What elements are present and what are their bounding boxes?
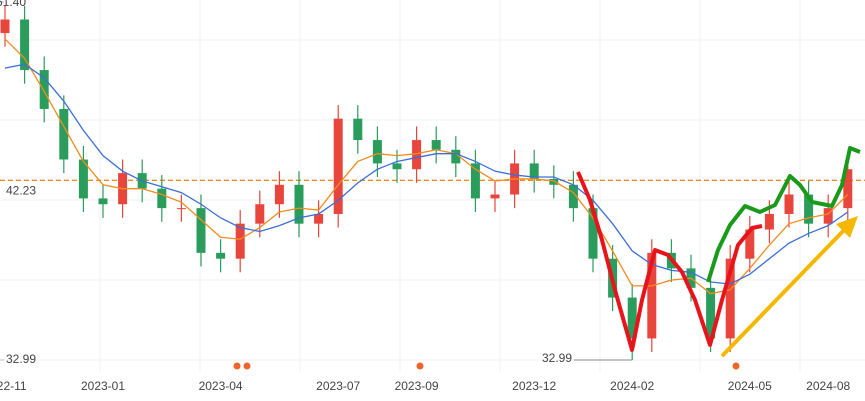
candle-body	[294, 184, 304, 224]
candle-body	[529, 163, 539, 179]
candle-body	[588, 208, 598, 259]
x-tick-label: 2024-08	[806, 379, 850, 393]
candle-body	[804, 194, 814, 224]
candle-body	[490, 194, 500, 199]
candle-body	[98, 198, 108, 205]
candle-body	[59, 108, 69, 160]
candle-body	[196, 208, 206, 253]
y-tick-label: 32.99	[6, 352, 36, 366]
candle-body	[39, 70, 49, 109]
x-tick-label: 2023-01	[81, 379, 125, 393]
candle-body	[274, 184, 284, 205]
candle-body	[843, 169, 853, 209]
labels: 51.40 32.99 42.23 32.99 2022-11 2023-01 2023-0…	[0, 0, 851, 393]
x-tick-label: 2024-05	[728, 379, 772, 393]
candle-body	[157, 188, 167, 209]
candle-body	[314, 213, 324, 224]
x-tick-label: 2023-09	[395, 379, 439, 393]
candle-body	[706, 287, 716, 339]
candle-body	[784, 194, 794, 214]
y-tick-label: 51.40	[0, 0, 26, 9]
candle-body	[470, 163, 480, 199]
candle-body	[216, 252, 226, 259]
grid	[0, 0, 865, 372]
moving-average	[4, 38, 849, 295]
candle-body	[255, 204, 265, 224]
candle-body	[823, 208, 833, 224]
overlays	[233, 146, 861, 370]
candle-body	[392, 163, 402, 170]
candle-body	[78, 159, 88, 199]
candle-body	[627, 297, 637, 339]
arrow-head	[836, 216, 858, 238]
candle-body	[20, 19, 30, 71]
candle-body	[764, 213, 774, 230]
event-dot	[233, 362, 241, 370]
candle-body	[745, 229, 755, 259]
x-tick-label: 2022-11	[0, 379, 27, 393]
candles	[0, 5, 853, 360]
candle-body	[0, 19, 10, 34]
candle-body	[647, 252, 657, 339]
candle-body	[431, 140, 441, 150]
candle-body	[176, 208, 186, 210]
x-tick-label: 2023-04	[199, 379, 243, 393]
candle-body	[412, 140, 422, 170]
x-tick-label: 2023-12	[512, 379, 556, 393]
candle-body	[451, 149, 461, 164]
annotation-red	[576, 171, 763, 352]
low-label: 32.99	[542, 351, 572, 365]
annotation-arrow	[720, 224, 850, 358]
candle-body	[333, 118, 343, 214]
candle-body	[235, 223, 245, 259]
candle-body	[568, 184, 578, 209]
candle-body	[353, 118, 363, 141]
event-dot	[732, 362, 740, 370]
candle-body	[549, 178, 559, 185]
event-dot	[416, 362, 424, 370]
x-tick-label: 2024-02	[610, 379, 654, 393]
x-tick-label: 2023-07	[316, 379, 360, 393]
annotation-green	[706, 146, 861, 283]
moving-average	[4, 63, 849, 285]
event-dot	[243, 362, 251, 370]
reference-label: 42.23	[6, 183, 36, 197]
candle-body	[725, 258, 735, 339]
candle-body	[372, 140, 382, 164]
